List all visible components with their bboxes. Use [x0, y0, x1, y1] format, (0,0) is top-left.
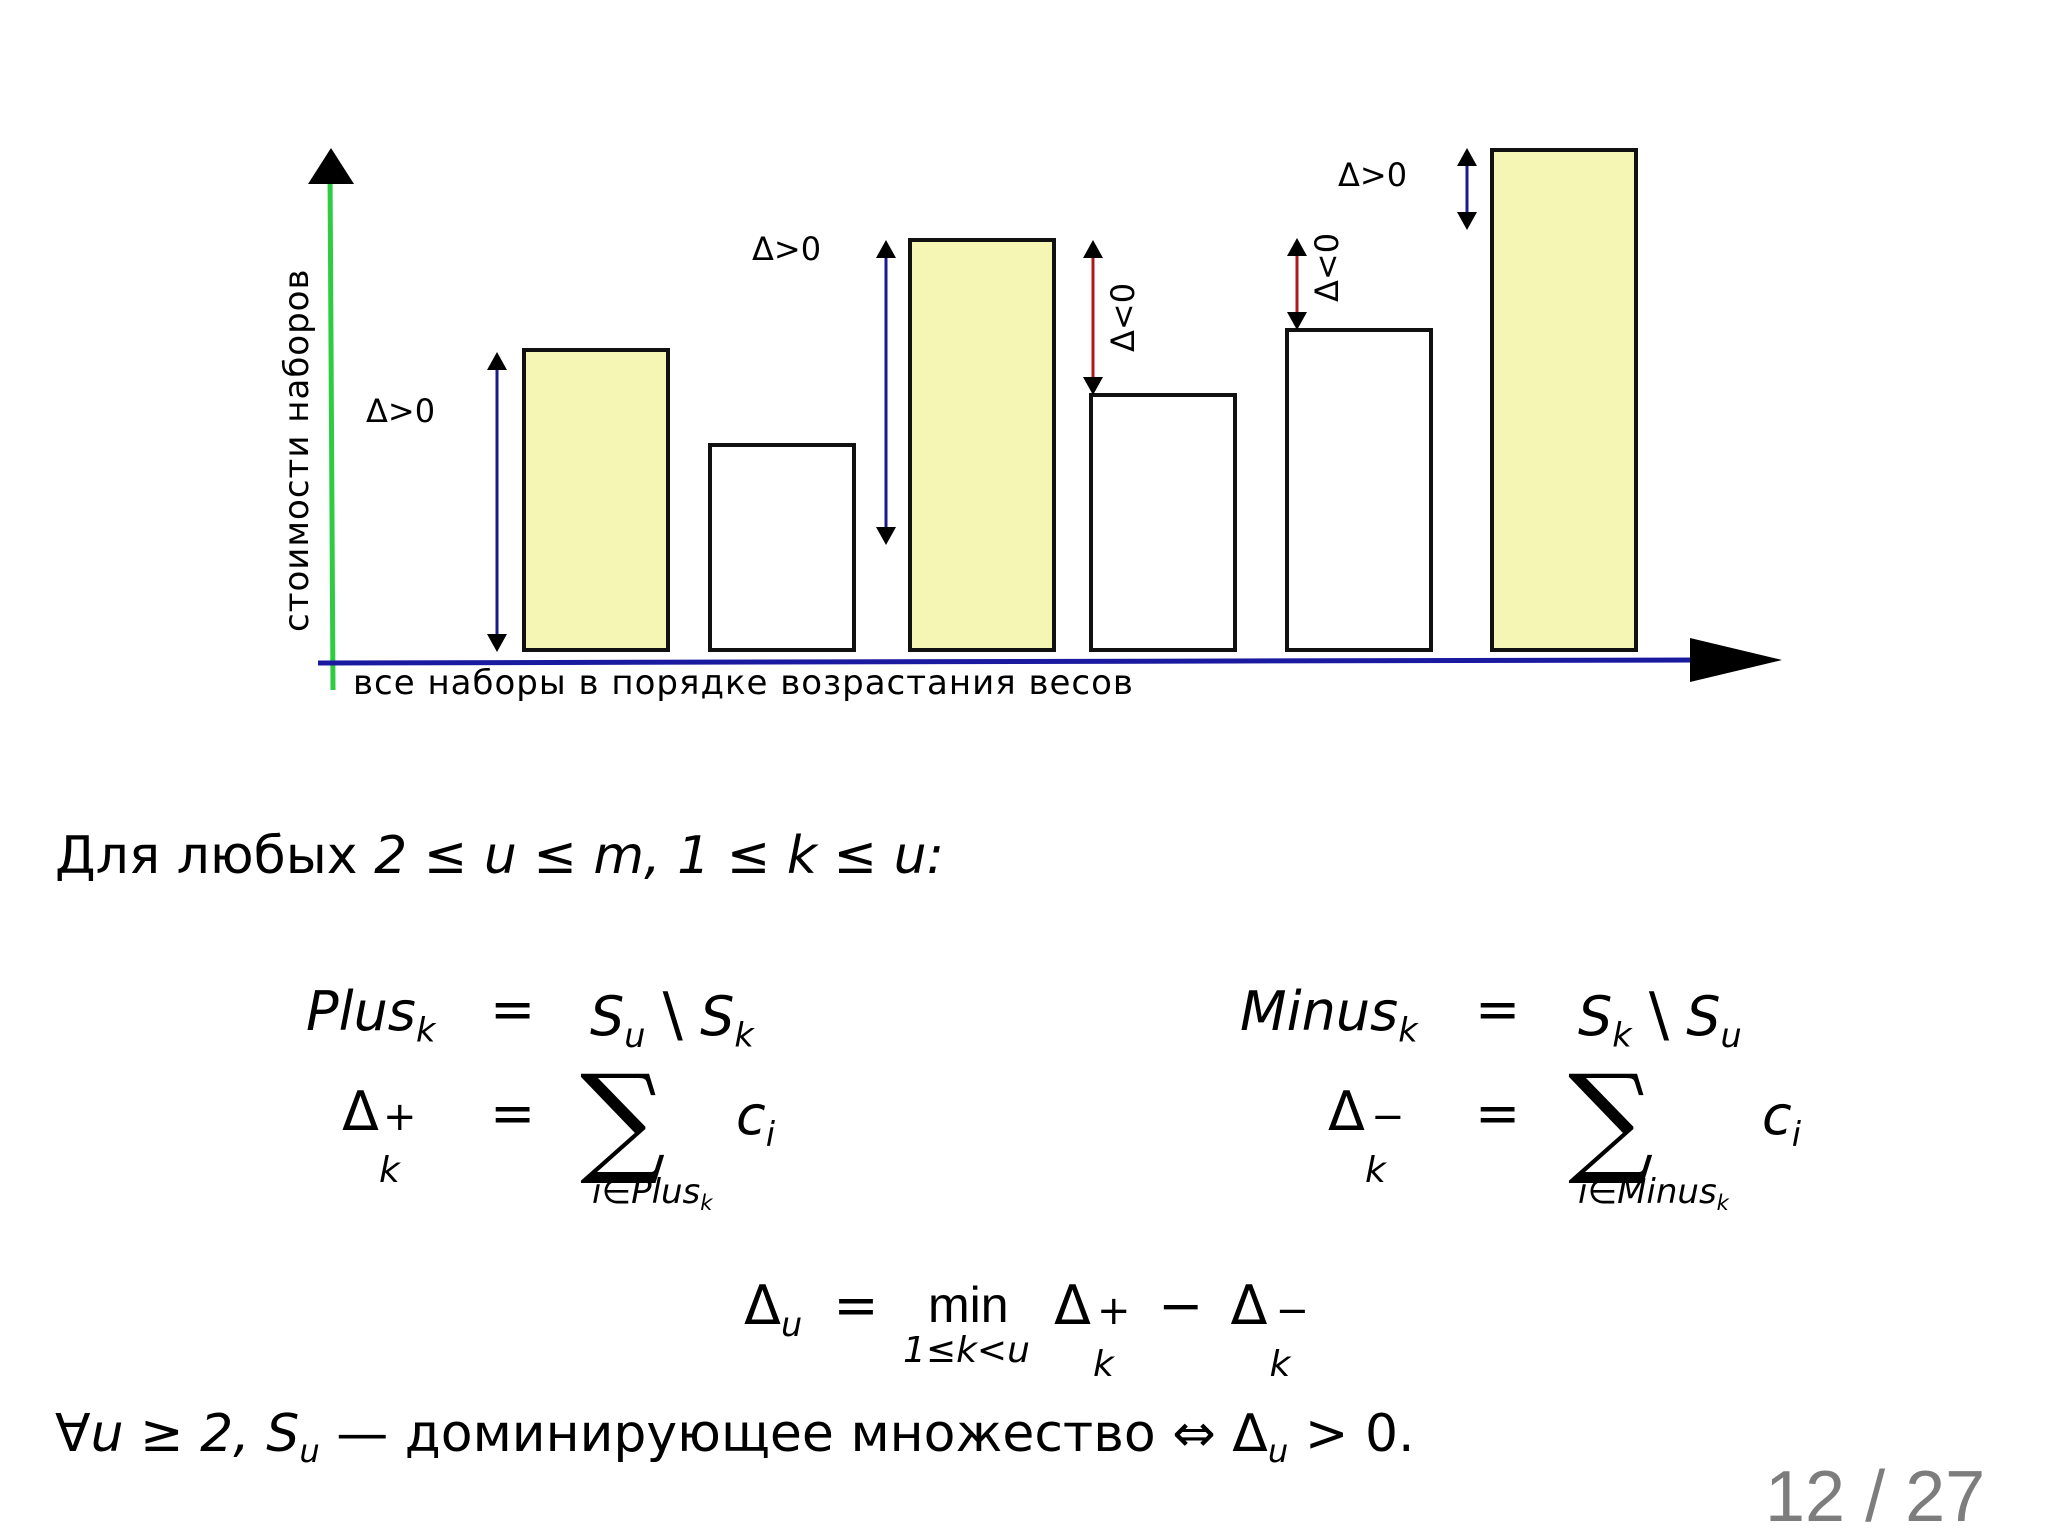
bars	[522, 148, 1638, 652]
x-axis	[317, 657, 1701, 666]
plus-set-rhs: Su \ Sk	[590, 980, 754, 1055]
highlighted-bar	[908, 238, 1056, 652]
intro-line: Для любых 2 ≤ u ≤ m, 1 ≤ k ≤ u:	[55, 826, 944, 886]
plain-bar	[1089, 393, 1237, 652]
minus-eq-sign: =	[1475, 978, 1521, 1041]
minus-sum-index: i∈Minusk	[1578, 1172, 1729, 1216]
x-axis-label: все наборы в порядке возрастания весов	[353, 663, 1134, 703]
delta-label-5: Δ>0	[1338, 156, 1407, 194]
intro-condition: 2 ≤ u ≤ m, 1 ≤ k ≤ u:	[374, 826, 945, 886]
delta-minus-eq-sign: =	[1475, 1082, 1521, 1145]
delta-label-1: Δ>0	[366, 392, 435, 430]
intro-prefix: Для любых	[55, 826, 358, 886]
minus-sum-term: ci	[1762, 1084, 1802, 1154]
highlighted-bar	[1490, 148, 1638, 652]
delta-label-4: Δ<0	[1308, 233, 1346, 302]
minus-set-lhs: Minusk	[1240, 980, 1418, 1050]
y-axis-arrowhead	[308, 148, 354, 184]
min-index: 1≤k<u	[903, 1330, 1030, 1371]
plus-eq-sign: =	[490, 978, 536, 1041]
plain-bar	[1285, 328, 1433, 652]
delta-arrows: Δ>0 Δ>0 Δ<0 Δ<0 Δ>0	[366, 148, 1477, 652]
delta-u-eq: Δu =	[744, 1274, 879, 1344]
conclusion-line: ∀u ≥ 2, Su — доминирующее множество ⇔ Δu…	[55, 1404, 1415, 1471]
delta-label-3: Δ<0	[1104, 283, 1142, 352]
page-current: 12	[1765, 1457, 1846, 1537]
delta-arrow-4	[1287, 238, 1307, 330]
minus-set-rhs: Sk \ Su	[1578, 980, 1742, 1055]
y-axis-label: стоимости наборов	[277, 268, 317, 632]
plus-set-lhs: Plusk	[306, 980, 436, 1050]
plus-sum-index: i∈Plusk	[592, 1172, 713, 1216]
highlighted-bar	[522, 348, 670, 652]
page-separator: /	[1865, 1457, 1886, 1537]
y-axis	[327, 169, 336, 691]
plus-sum-term: ci	[736, 1084, 776, 1154]
page-number: 12 / 27	[1765, 1456, 1985, 1538]
plain-bar	[708, 443, 856, 652]
cost-figure: Δ>0 Δ>0 Δ<0 Δ<0 Δ>0 стоимости наборов все на…	[277, 148, 1782, 703]
x-axis-arrowhead	[1690, 638, 1782, 682]
delta-label-2: Δ>0	[752, 230, 821, 268]
delta-arrow-2	[876, 240, 896, 545]
delta-arrow-1	[487, 352, 507, 652]
plus-sum-sign: ∑	[580, 1050, 666, 1189]
page-total: 27	[1905, 1457, 1986, 1537]
delta-plus-eq-sign: =	[490, 1082, 536, 1145]
min-operator: min	[928, 1277, 1009, 1333]
delta-arrow-5	[1457, 148, 1477, 230]
minus-sum-sign: ∑	[1568, 1050, 1654, 1189]
delta-arrow-3	[1083, 240, 1103, 395]
